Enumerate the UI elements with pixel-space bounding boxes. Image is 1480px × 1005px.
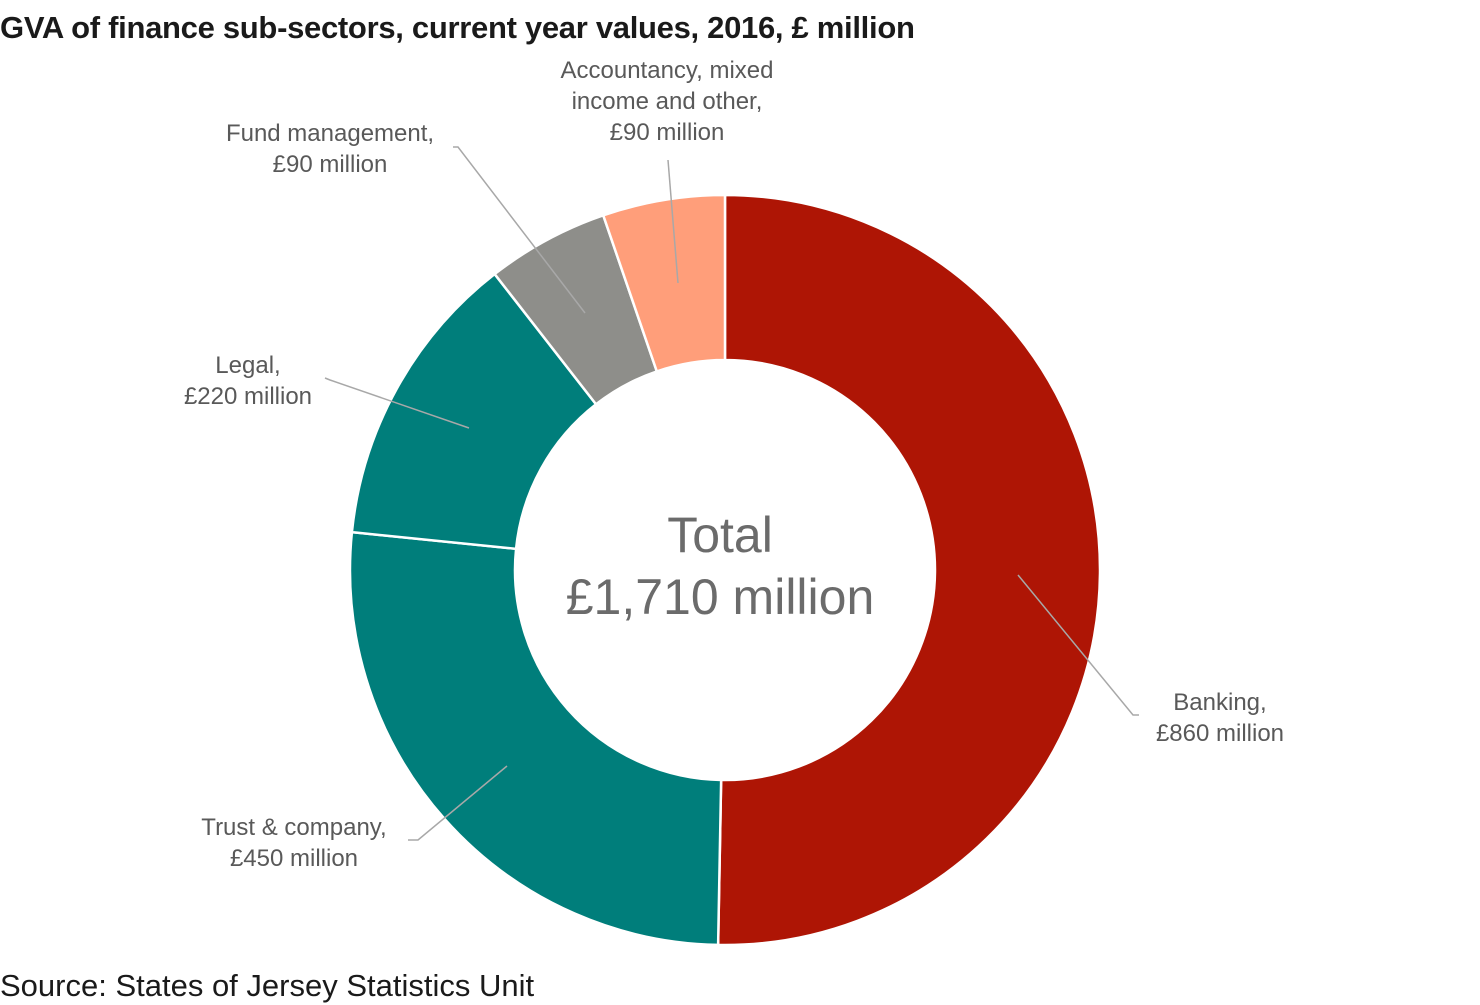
slice-label-line: Legal, [215, 352, 280, 379]
slice-label-line: £90 million [273, 151, 388, 178]
slice-label-4: Accountancy, mixed income and other, £90 m… [561, 57, 774, 146]
slice-label-line: £450 million [230, 845, 358, 872]
slice-label-line: £860 million [1156, 720, 1284, 747]
donut-slices [348, 193, 1102, 947]
center-total-label: Total [667, 507, 773, 563]
leader-lines [324, 146, 1139, 841]
slice-label-2: Legal, £220 million [184, 352, 312, 410]
slice-label-0: Banking, £860 million [1156, 689, 1284, 747]
slice-label-line: income and other, [572, 88, 763, 115]
leader-line-1 [408, 765, 508, 841]
slice-label-line: Banking, [1173, 689, 1266, 716]
slice-label-3: Fund management, £90 million [226, 120, 434, 178]
leader-line-0 [1017, 574, 1139, 716]
leader-line-4 [667, 159, 679, 284]
slice-label-1: Trust & company, £450 million [201, 814, 386, 872]
slice-label-line: Fund management, [226, 120, 434, 147]
leader-line-2 [324, 377, 470, 429]
slice-labels: Banking, £860 million Trust & company, £450… [184, 57, 1284, 872]
chart-title: GVA of finance sub-sectors, current year… [0, 10, 915, 45]
slice-1 [348, 530, 723, 947]
slice-label-line: Trust & company, [201, 814, 386, 841]
center-total-value: £1,710 million [566, 569, 875, 625]
leader-line-3 [453, 146, 586, 314]
source-note: Source: States of Jersey Statistics Unit [0, 968, 535, 1003]
slice-4 [601, 193, 727, 373]
slice-label-line: £90 million [610, 119, 725, 146]
slice-label-line: Accountancy, mixed [561, 57, 774, 84]
slice-label-line: £220 million [184, 383, 312, 410]
slice-0 [716, 193, 1102, 947]
